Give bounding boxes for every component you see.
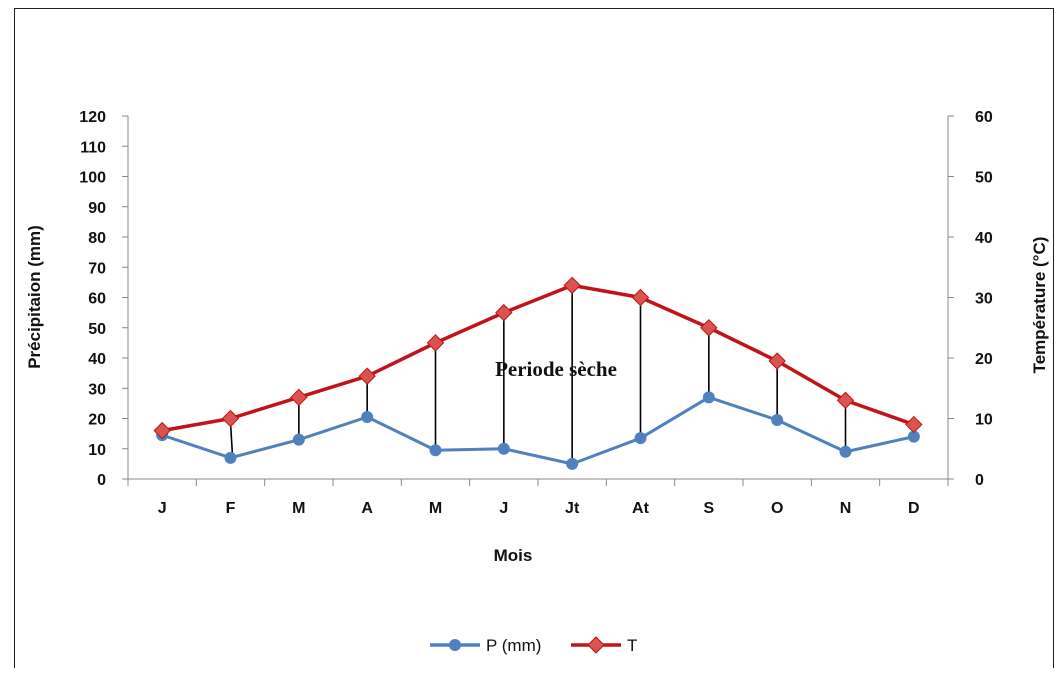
- label-layer: Précipitaion (mm) Température (°C) Mois …: [25, 225, 1049, 565]
- x-axis-title: Mois: [494, 546, 533, 565]
- y-tick-label: 90: [88, 200, 106, 217]
- y2-tick-label: 40: [975, 230, 993, 247]
- precipitation-point: [771, 414, 784, 427]
- temperature-point: [905, 415, 923, 434]
- y-tick-label: 120: [79, 109, 106, 126]
- y-tick-label: 30: [88, 381, 106, 398]
- y2-tick-label: 10: [975, 412, 993, 429]
- x-tick-label: Jt: [565, 500, 580, 517]
- temperature-point: [563, 276, 581, 295]
- dry-period-hatch-layer: [229, 289, 847, 468]
- y2-axis-title: Température (°C): [1030, 237, 1049, 374]
- temperature-point: [495, 303, 513, 322]
- x-tick-label: N: [840, 500, 852, 517]
- x-tick-label: J: [158, 500, 167, 517]
- y-tick-label: 50: [88, 321, 106, 338]
- x-tick-label: At: [632, 500, 650, 517]
- y-tick-label: 80: [88, 230, 106, 247]
- y-axis-title: Précipitaion (mm): [25, 225, 44, 369]
- y2-tick-label: 20: [975, 351, 993, 368]
- series-layer: [153, 276, 923, 470]
- precipitation-point: [634, 432, 647, 445]
- precipitation-point: [292, 433, 305, 446]
- precipitation-point: [497, 442, 510, 455]
- y-tick-label: 0: [97, 472, 106, 489]
- legend-label: T: [627, 636, 637, 655]
- chart-frame: [14, 8, 1054, 668]
- dry-period-annotation: Periode sèche: [495, 357, 617, 381]
- temperature-point: [426, 334, 445, 352]
- precipitation-point: [702, 391, 715, 404]
- precipitation-point: [839, 445, 852, 458]
- y-tick-label: 40: [88, 351, 106, 368]
- precipitation-point: [429, 444, 442, 457]
- x-tick-label: O: [771, 500, 783, 517]
- y-tick-label: 110: [80, 139, 106, 156]
- x-tick-label: A: [361, 500, 373, 517]
- temperature-point: [153, 421, 171, 440]
- series-line-temperature: [161, 283, 915, 433]
- y2-tick-label: 30: [975, 291, 993, 308]
- x-tick-label: M: [429, 500, 442, 517]
- y-tick-label: 20: [88, 412, 106, 429]
- x-tick-label: F: [226, 500, 236, 517]
- y2-tick-label: 0: [975, 472, 984, 489]
- temperature-point: [221, 409, 240, 428]
- series-line-precipitation: [161, 395, 915, 466]
- y-tick-label: 60: [88, 291, 106, 308]
- x-tick-label: D: [908, 500, 920, 517]
- precipitation-point: [361, 410, 374, 423]
- y2-tick-label: 50: [975, 170, 993, 187]
- y-tick-label: 100: [79, 170, 106, 187]
- temperature-point: [700, 319, 718, 337]
- x-tick-label: S: [703, 500, 714, 517]
- axes-layer: 0 10 20 30 40 50 60 70 80 90 100 110 120 0 10 20 30 40 50 6…: [79, 109, 993, 517]
- temperature-point: [358, 367, 376, 385]
- temperature-point: [631, 288, 650, 307]
- legend-label: P (mm): [486, 636, 541, 655]
- legend-swatch-marker: [449, 639, 461, 651]
- precipitation-point: [566, 457, 579, 470]
- x-tick-label: M: [292, 500, 305, 517]
- y-tick-label: 70: [88, 260, 106, 277]
- precipitation-point: [224, 451, 237, 464]
- precipitation-point: [907, 430, 920, 443]
- legend: P (mm) T: [430, 636, 637, 655]
- temperature-point: [290, 388, 308, 407]
- temperature-point: [836, 391, 855, 410]
- x-tick-label: J: [499, 500, 508, 517]
- y-tick-label: 10: [88, 442, 106, 459]
- dry-period-hatch-line: [229, 422, 234, 456]
- legend-swatch-marker: [587, 636, 605, 654]
- temperature-point: [768, 352, 786, 370]
- y2-tick-label: 60: [975, 109, 993, 126]
